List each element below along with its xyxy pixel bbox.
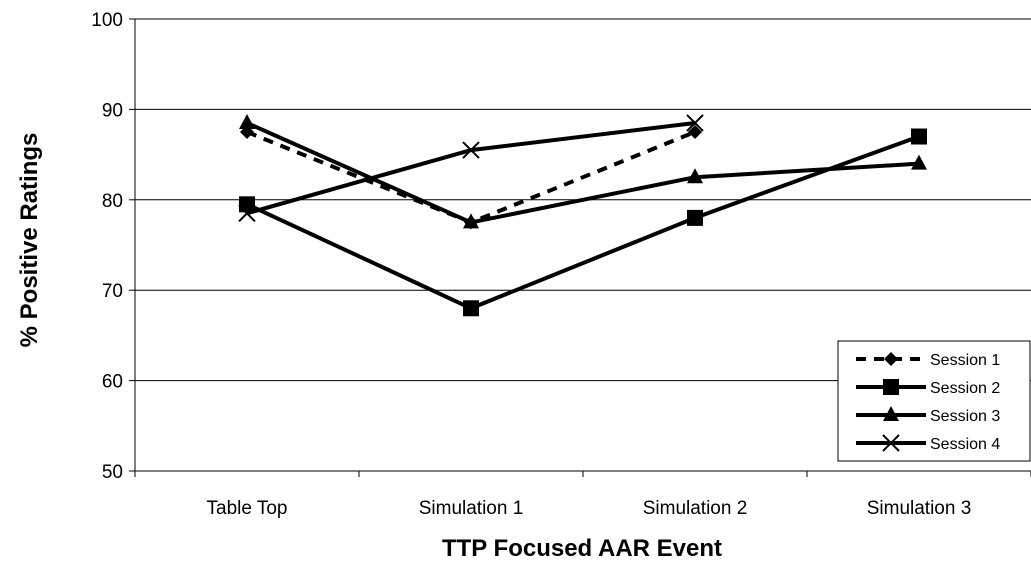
legend-entry: Session 4 bbox=[856, 434, 1000, 453]
square-marker bbox=[883, 379, 899, 395]
legend-entry: Session 1 bbox=[856, 352, 1000, 369]
y-tick-label: 100 bbox=[91, 10, 123, 31]
x-marker bbox=[238, 204, 256, 223]
legend-label: Session 2 bbox=[930, 380, 1000, 397]
square-marker bbox=[911, 128, 927, 145]
y-tick-label: 90 bbox=[102, 100, 123, 121]
x-marker bbox=[882, 434, 900, 452]
legend-label: Session 1 bbox=[930, 352, 1000, 369]
triangle-marker bbox=[463, 213, 479, 229]
triangle-marker bbox=[687, 168, 703, 184]
diamond-marker bbox=[688, 125, 702, 139]
series-line bbox=[246, 121, 920, 225]
diamond-marker bbox=[884, 352, 898, 366]
series-lines bbox=[238, 113, 927, 317]
legend-entry: Session 2 bbox=[856, 379, 1000, 397]
y-axis-title: % Positive Ratings bbox=[16, 133, 43, 348]
y-tick-label: 80 bbox=[102, 191, 123, 212]
x-marker bbox=[686, 114, 704, 132]
x-tick-label: Simulation 2 bbox=[643, 498, 748, 519]
y-tick-label: 60 bbox=[102, 372, 123, 393]
tick-labels: 50 60 70 80 90 100 Table Top Simulation 1 Simula… bbox=[91, 10, 971, 519]
triangle-marker bbox=[911, 154, 927, 170]
x-tick-label: Table Top bbox=[207, 498, 288, 519]
series-session-4 bbox=[238, 114, 704, 223]
triangle-marker bbox=[239, 113, 255, 129]
x-marker bbox=[462, 141, 480, 159]
series-session-3 bbox=[239, 113, 927, 229]
x-tick-label: Simulation 3 bbox=[867, 498, 972, 519]
x-tick-label: Simulation 1 bbox=[419, 498, 524, 519]
triangle-marker bbox=[883, 406, 899, 421]
series-line bbox=[246, 134, 920, 311]
y-tick-label: 70 bbox=[102, 281, 123, 302]
series-session-2 bbox=[239, 128, 927, 317]
series-line bbox=[246, 130, 696, 225]
legend: Session 1 Session 2 Session 3 Session 4 bbox=[837, 340, 1031, 462]
legend-label: Session 3 bbox=[930, 408, 1000, 425]
square-marker bbox=[687, 209, 703, 226]
y-tick-label: 50 bbox=[102, 462, 123, 483]
square-marker bbox=[463, 300, 479, 317]
legend-label: Session 4 bbox=[930, 436, 1000, 453]
axes bbox=[129, 18, 1031, 477]
x-axis-title: TTP Focused AAR Event bbox=[442, 535, 722, 562]
legend-entry: Session 3 bbox=[856, 406, 1000, 425]
